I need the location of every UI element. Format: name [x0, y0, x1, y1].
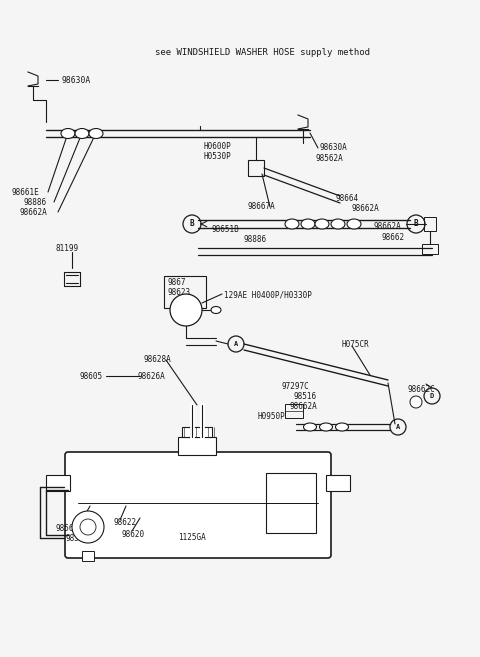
Text: 98628A: 98628A: [144, 355, 172, 364]
Ellipse shape: [211, 307, 221, 313]
Ellipse shape: [320, 423, 333, 431]
Text: 98662: 98662: [382, 233, 405, 242]
Ellipse shape: [347, 219, 361, 229]
Text: 97297C: 97297C: [282, 382, 310, 391]
Text: B: B: [190, 219, 194, 229]
Text: 98662A: 98662A: [290, 402, 318, 411]
Text: D: D: [430, 393, 434, 399]
Text: 98651B: 98651B: [212, 225, 240, 234]
Text: 98562A: 98562A: [316, 154, 344, 163]
Text: 98562A: 98562A: [56, 524, 84, 533]
Text: H0600P: H0600P: [204, 142, 232, 151]
Text: 98622: 98622: [114, 518, 137, 527]
Text: H0950P: H0950P: [258, 412, 286, 421]
Text: 98662A: 98662A: [352, 204, 380, 213]
Bar: [266, 473, 316, 533]
Text: 9867: 9867: [167, 278, 185, 287]
Text: 98510A: 98510A: [66, 534, 94, 543]
Bar: [424, 217, 436, 231]
Ellipse shape: [285, 219, 299, 229]
Bar: [248, 160, 264, 176]
Text: 98626A: 98626A: [138, 372, 166, 381]
Text: 98886: 98886: [24, 198, 47, 207]
Text: 98623: 98623: [167, 288, 190, 297]
Text: 98630A: 98630A: [320, 143, 348, 152]
Text: 98620: 98620: [122, 530, 145, 539]
Text: 98516: 98516: [294, 392, 317, 401]
Text: H075CR: H075CR: [342, 340, 370, 349]
Bar: [164, 276, 206, 308]
Text: H0530P: H0530P: [204, 152, 232, 161]
Text: 98662A: 98662A: [374, 222, 402, 231]
Ellipse shape: [315, 219, 329, 229]
Text: 98667A: 98667A: [248, 202, 276, 211]
Text: B: B: [414, 219, 418, 229]
Circle shape: [72, 511, 104, 543]
Ellipse shape: [89, 129, 103, 139]
Circle shape: [170, 294, 202, 326]
Text: 98886: 98886: [244, 235, 267, 244]
Bar: [46, 475, 70, 491]
Text: A: A: [396, 424, 400, 430]
Ellipse shape: [336, 423, 348, 431]
Bar: [285, 404, 303, 418]
FancyBboxPatch shape: [65, 452, 331, 558]
Bar: [178, 437, 216, 455]
Ellipse shape: [331, 219, 345, 229]
Bar: [422, 244, 438, 254]
Circle shape: [410, 396, 422, 408]
Text: 98661E: 98661E: [12, 188, 40, 197]
Ellipse shape: [303, 423, 316, 431]
Text: 98664: 98664: [336, 194, 359, 203]
Bar: [82, 551, 94, 561]
Bar: [326, 475, 350, 491]
Ellipse shape: [75, 129, 89, 139]
Ellipse shape: [61, 129, 75, 139]
Text: 98662A: 98662A: [20, 208, 48, 217]
Text: 129AE H0400P/H0330P: 129AE H0400P/H0330P: [224, 290, 312, 299]
Text: 98605: 98605: [80, 372, 103, 381]
Text: see WINDSHIELD WASHER HOSE supply method: see WINDSHIELD WASHER HOSE supply method: [155, 48, 370, 57]
Ellipse shape: [301, 219, 315, 229]
Text: A: A: [234, 341, 238, 347]
Text: 81199: 81199: [56, 244, 79, 253]
Text: 98630A: 98630A: [62, 76, 91, 85]
Bar: [182, 427, 212, 437]
Text: 98662C: 98662C: [408, 385, 436, 394]
Text: 1125GA: 1125GA: [178, 533, 206, 542]
